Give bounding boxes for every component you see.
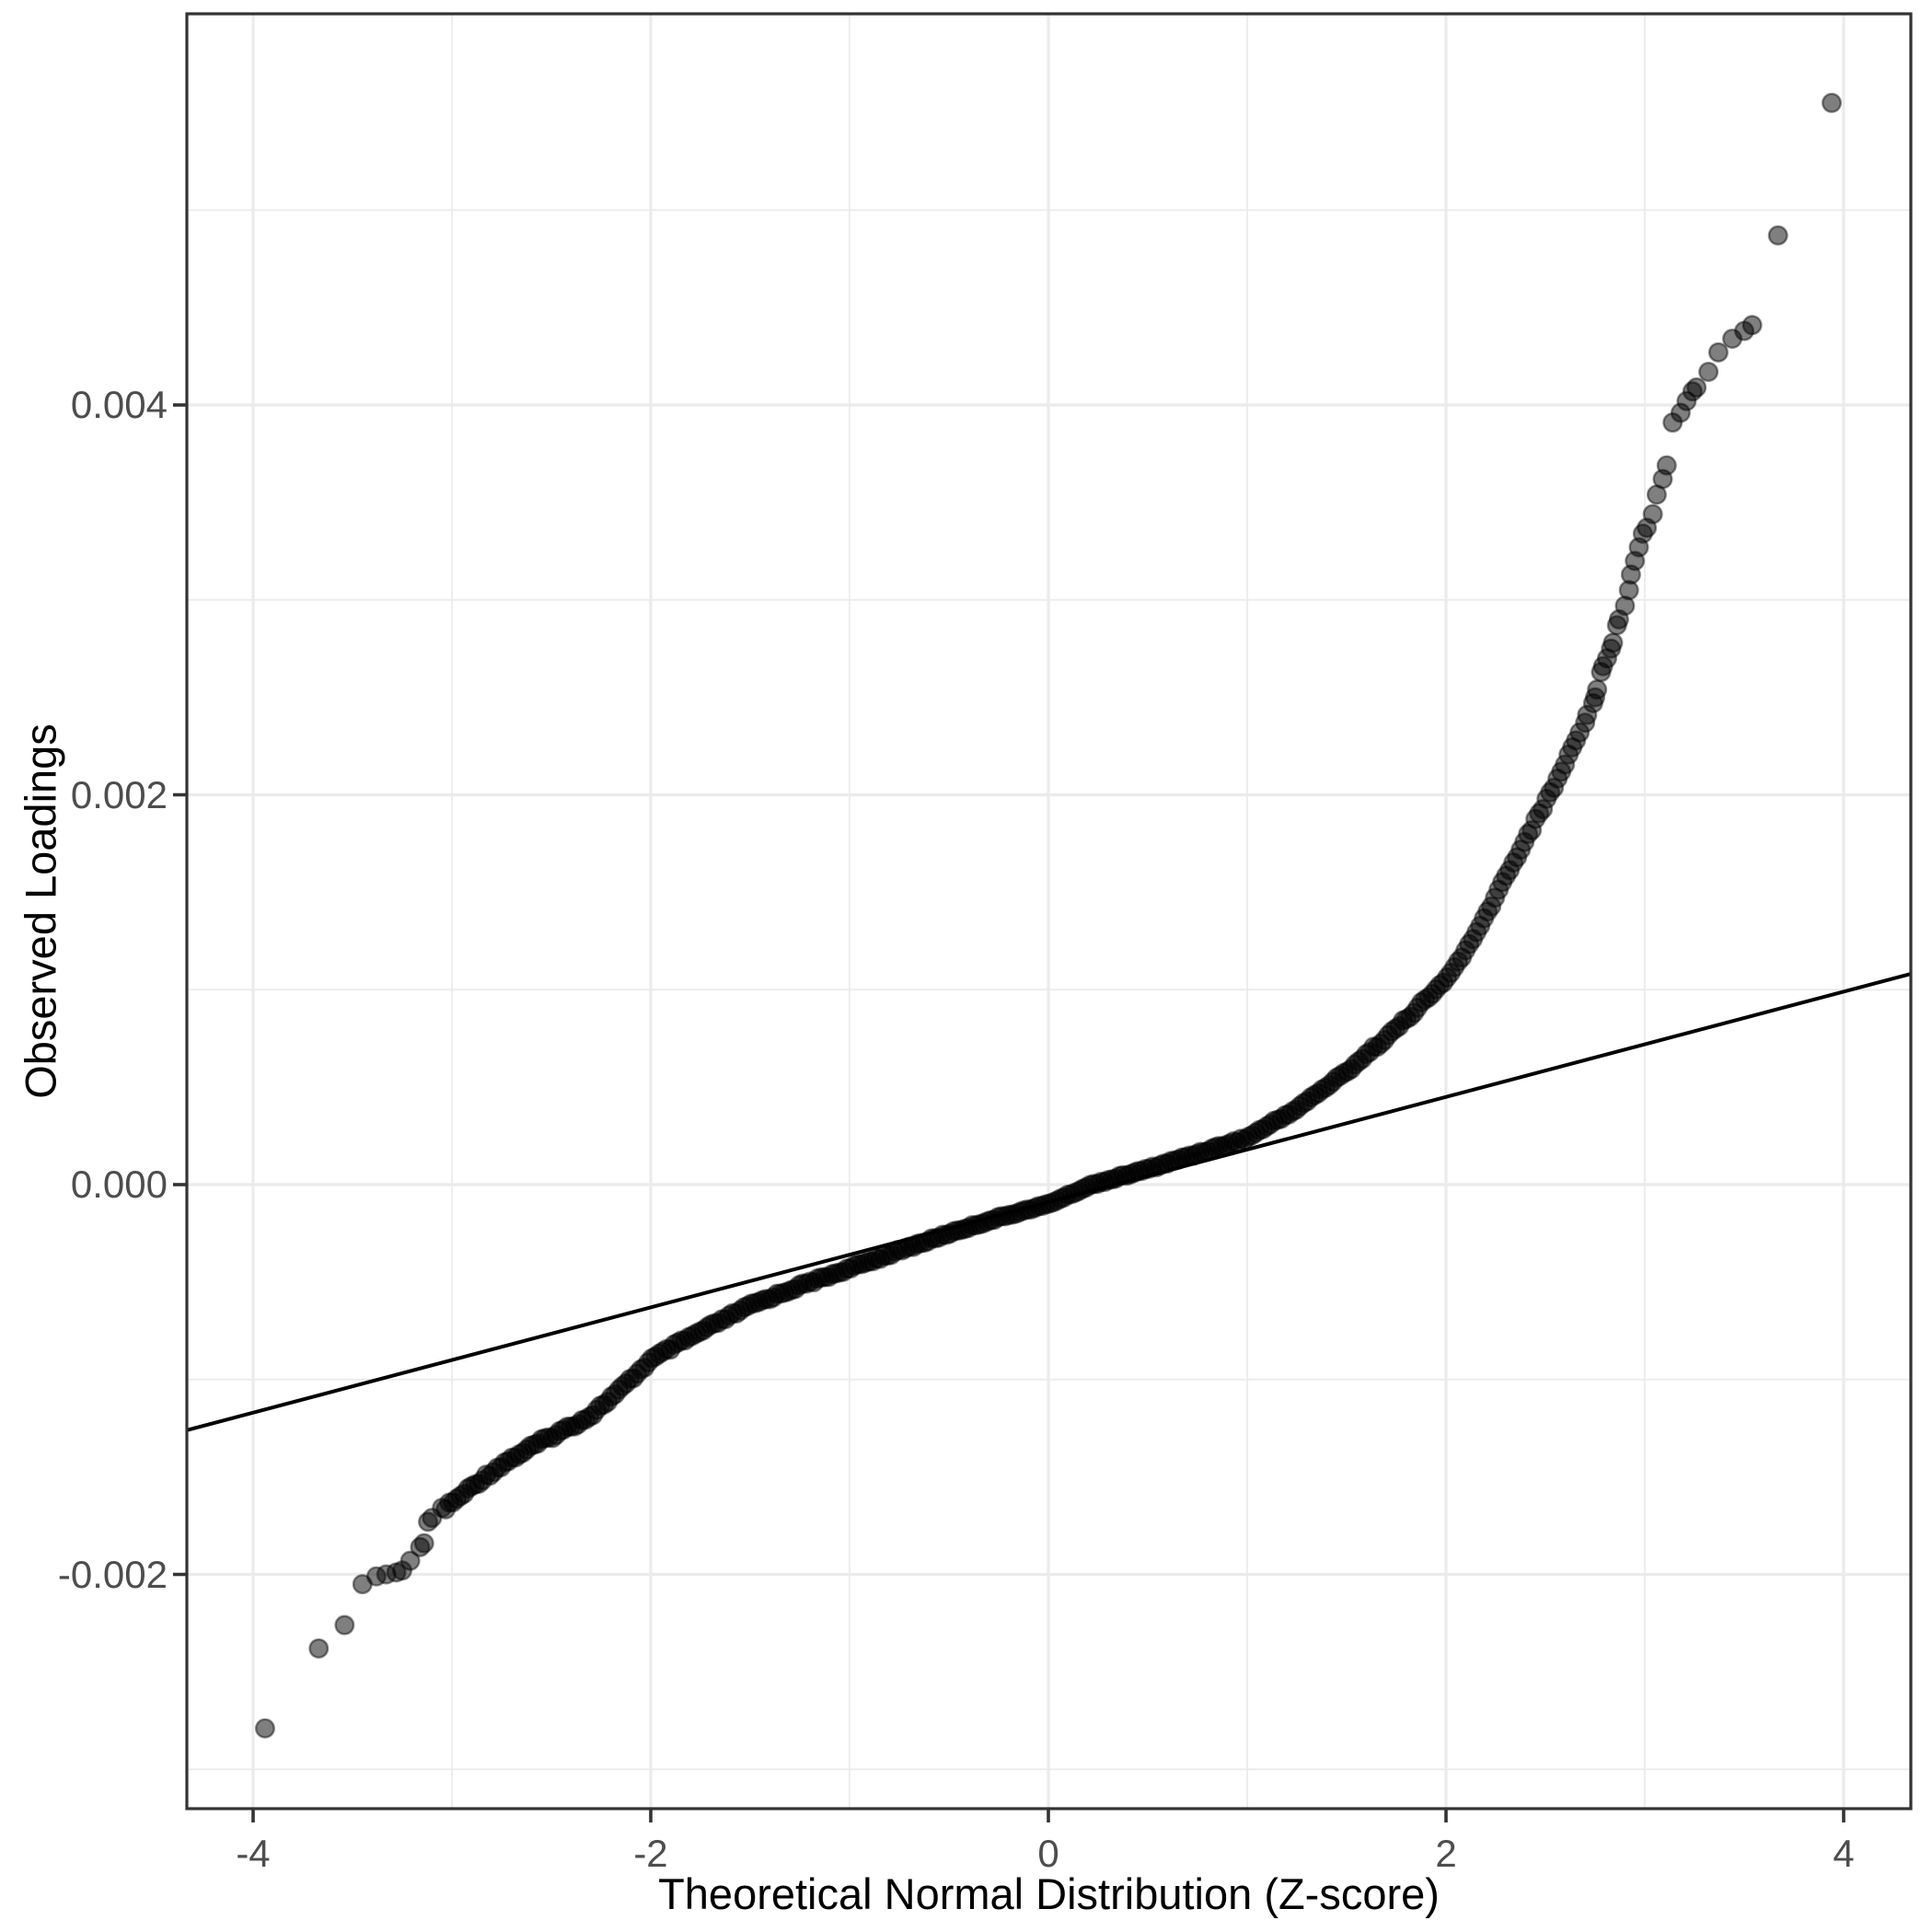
x-tick-label-4: 4 — [1833, 1832, 1855, 1875]
qq-point — [1587, 679, 1608, 700]
x-tick-label-0: 0 — [1037, 1832, 1059, 1875]
qq-point — [254, 1718, 275, 1739]
x-axis-title: Theoretical Normal Distribution (Z-score… — [658, 1869, 1440, 1918]
y-tick-label-neg0002: -0.002 — [57, 1552, 168, 1596]
qq-point — [1822, 92, 1843, 113]
x-tick-label-neg4: -4 — [236, 1832, 271, 1875]
qq-point — [1686, 376, 1707, 398]
qq-point — [334, 1614, 355, 1636]
qq-point — [399, 1550, 421, 1571]
right-tail-points — [1575, 92, 1843, 734]
qq-point — [1642, 503, 1663, 525]
qq-reference-line — [186, 972, 1912, 1432]
qq-point — [422, 1508, 443, 1529]
dense-point-band — [432, 722, 1591, 1520]
y-tick-label-0000: 0.000 — [70, 1163, 168, 1206]
qq-point — [308, 1637, 330, 1659]
qq-point — [413, 1533, 434, 1554]
x-tick-label-2: 2 — [1435, 1832, 1457, 1875]
qq-point — [1602, 632, 1624, 654]
qq-point — [1741, 315, 1763, 336]
qq-point — [1767, 225, 1788, 246]
qq-point — [1656, 455, 1677, 476]
y-tick-label-0004: 0.004 — [70, 383, 168, 426]
y-tick-label-0002: 0.002 — [70, 772, 168, 816]
left-tail-points — [254, 1508, 443, 1739]
qq-point — [352, 1574, 373, 1595]
qq-point — [1707, 341, 1729, 363]
x-tick-label-neg2: -2 — [633, 1832, 668, 1875]
qq-point — [1698, 362, 1719, 383]
y-axis-title: Observed Loadings — [16, 723, 65, 1099]
